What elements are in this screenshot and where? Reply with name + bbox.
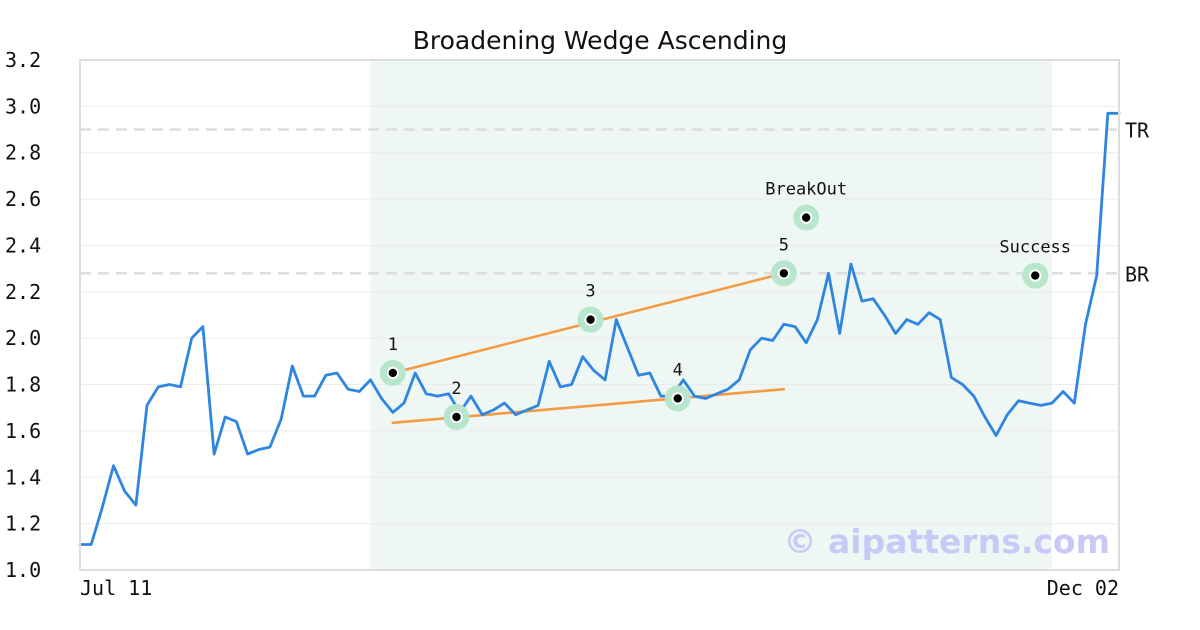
marker-label-2: 2 xyxy=(451,379,461,399)
series-layer xyxy=(78,111,1121,546)
pattern-region xyxy=(370,60,1052,570)
pattern-region-layer xyxy=(370,60,1052,570)
marker-point-4 xyxy=(671,392,684,405)
marker-point-success xyxy=(1029,269,1042,282)
y-tick-label: 3.0 xyxy=(5,94,41,118)
level-label-br: BR xyxy=(1125,262,1150,286)
x-axis-ticks: Jul 11 Dec 02 xyxy=(80,576,1119,600)
marker-label-success: Success xyxy=(999,238,1071,258)
marker-label-3: 3 xyxy=(585,282,595,302)
plot-frame xyxy=(79,59,1120,571)
marker-point-2 xyxy=(450,410,463,424)
marker-label-4: 4 xyxy=(673,360,683,380)
y-tick-label: 3.2 xyxy=(5,48,41,72)
y-tick-label: 2.0 xyxy=(5,326,41,350)
watermark: © aipatterns.com xyxy=(784,522,1110,561)
y-tick-label: 1.6 xyxy=(5,419,41,443)
y-tick-label: 2.4 xyxy=(5,233,41,257)
gridlines xyxy=(80,105,1119,525)
marker-point-3 xyxy=(584,313,597,326)
marker-label-1: 1 xyxy=(388,335,398,355)
price-line xyxy=(78,111,1121,546)
y-axis-ticks: 1.0 1.2 1.4 1.6 1.8 2.0 2.2 2.4 2.6 2.8 3.0 3.2 xyxy=(5,48,41,582)
y-tick-label: 2.6 xyxy=(5,187,41,211)
marker-point-5 xyxy=(777,267,791,280)
y-tick-label: 1.4 xyxy=(5,465,41,489)
marker-point-breakout xyxy=(799,211,813,224)
marker-label-breakout: BreakOut xyxy=(765,180,847,200)
marker-point-1 xyxy=(386,366,400,380)
y-tick-label: 2.2 xyxy=(5,280,41,304)
y-tick-label: 1.8 xyxy=(5,373,41,397)
y-tick-label: 1.0 xyxy=(5,558,41,582)
y-tick-label: 2.8 xyxy=(5,141,41,165)
x-tick-label: Jul 11 xyxy=(80,576,152,600)
plot-frame-layer xyxy=(79,59,1120,571)
y-tick-label: 1.2 xyxy=(5,512,41,536)
chart-title: Broadening Wedge Ascending xyxy=(413,26,788,55)
x-tick-label: Dec 02 xyxy=(1047,576,1119,600)
level-label-tr: TR xyxy=(1125,119,1150,143)
markers: 1 2 3 4 5 BreakOut Success xyxy=(379,180,1071,430)
level-lines: TR BR xyxy=(80,119,1150,286)
marker-label-5: 5 xyxy=(779,235,789,255)
